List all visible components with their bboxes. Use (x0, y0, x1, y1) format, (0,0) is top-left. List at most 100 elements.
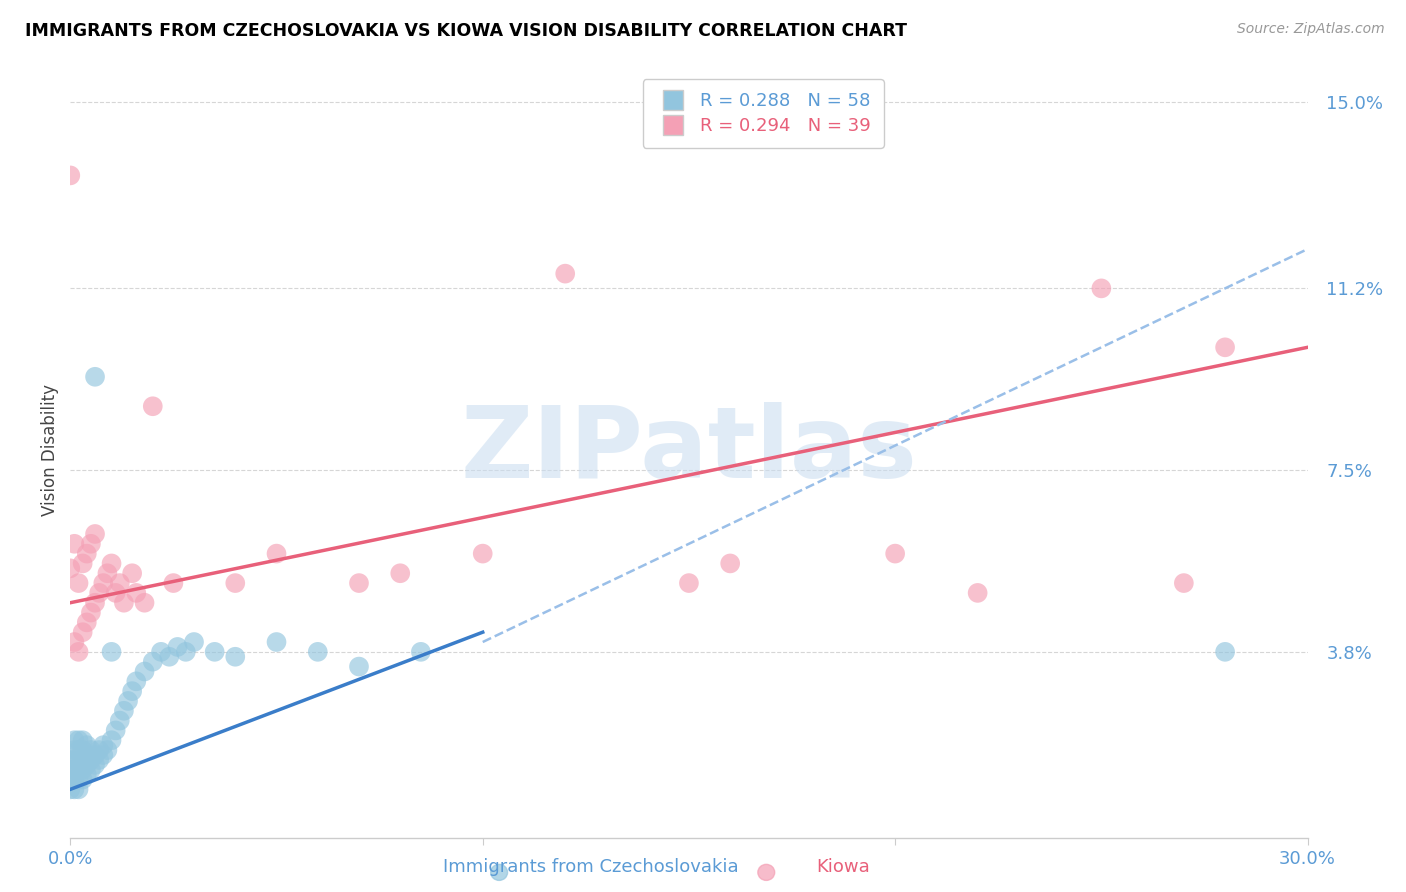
Point (72, 772, 94, 787)
Point (59, 753, 82, 767)
Point (67, 733, 90, 747)
Point (67, 753, 90, 767)
Point (80, 606, 103, 620)
Point (63, 733, 86, 747)
Point (84, 747, 107, 762)
Point (80, 763, 103, 777)
Point (63, 743, 86, 757)
Point (63, 635, 86, 649)
Text: IMMIGRANTS FROM CZECHOSLOVAKIA VS KIOWA VISION DISABILITY CORRELATION CHART: IMMIGRANTS FROM CZECHOSLOVAKIA VS KIOWA … (25, 22, 907, 40)
Point (72, 733, 94, 747)
Point (91, 576, 114, 591)
Point (63, 763, 86, 777)
Point (59, 169, 82, 183)
Point (100, 733, 122, 747)
Text: Source: ZipAtlas.com: Source: ZipAtlas.com (1237, 22, 1385, 37)
Point (89, 586, 111, 600)
Point (84, 369, 107, 384)
Point (59, 763, 82, 777)
Point (347, 576, 370, 591)
Point (409, 645, 432, 659)
Point (100, 557, 122, 571)
Point (884, 547, 907, 561)
Point (72, 763, 94, 777)
Point (104, 586, 127, 600)
Point (63, 782, 86, 797)
Point (67, 743, 90, 757)
Point (134, 665, 156, 679)
Text: ZIPatlas: ZIPatlas (461, 402, 917, 499)
Point (76, 767, 98, 781)
Point (59, 782, 82, 797)
Point (76, 757, 98, 772)
Point (89, 743, 111, 757)
Point (718, 557, 741, 571)
Point (121, 566, 143, 581)
Point (104, 723, 127, 738)
Point (76, 547, 98, 561)
Point (67, 763, 90, 777)
Point (678, 576, 700, 591)
Point (157, 649, 180, 664)
Point (1173, 576, 1195, 591)
Point (112, 596, 135, 610)
Text: Kiowa: Kiowa (817, 858, 870, 876)
Point (72, 753, 94, 767)
Point (100, 645, 122, 659)
Point (76, 747, 98, 762)
Point (224, 576, 246, 591)
Point (76, 615, 98, 630)
Point (108, 714, 131, 728)
Point (1213, 340, 1236, 354)
Point (84, 527, 107, 541)
Point (108, 576, 131, 591)
Point (63, 753, 86, 767)
Point (72, 743, 94, 757)
Point (204, 645, 226, 659)
Point (117, 694, 139, 708)
Point (183, 635, 205, 649)
Point (389, 566, 412, 581)
Point (266, 635, 288, 649)
Point (63, 772, 86, 787)
Point (112, 704, 135, 718)
Point (84, 757, 107, 772)
Point (67, 576, 90, 591)
Point (72, 625, 94, 640)
Point (91, 738, 114, 752)
Point (174, 645, 197, 659)
Point (166, 640, 188, 654)
Point (76, 738, 98, 752)
Y-axis label: Vision Disability: Vision Disability (41, 384, 59, 516)
Point (80, 537, 103, 551)
Point (142, 655, 165, 669)
Point (67, 772, 90, 787)
Point (142, 399, 165, 413)
Point (59, 561, 82, 575)
Point (91, 747, 114, 762)
Point (80, 753, 103, 767)
Point (1213, 645, 1236, 659)
Text: Immigrants from Czechoslovakia: Immigrants from Czechoslovakia (443, 858, 738, 876)
Point (67, 645, 90, 659)
Point (125, 674, 148, 689)
Point (84, 596, 107, 610)
Point (347, 659, 370, 673)
Point (554, 267, 576, 281)
Legend: R = 0.288   N = 58, R = 0.294   N = 39: R = 0.288 N = 58, R = 0.294 N = 39 (643, 79, 884, 148)
Point (266, 547, 288, 561)
Point (63, 537, 86, 551)
Point (471, 547, 494, 561)
Point (224, 649, 246, 664)
Point (307, 645, 329, 659)
Point (1090, 281, 1112, 295)
Point (121, 684, 143, 698)
Point (80, 743, 103, 757)
Point (150, 645, 173, 659)
Point (162, 576, 184, 591)
Point (966, 586, 988, 600)
Point (96, 743, 118, 757)
Point (89, 753, 111, 767)
Point (96, 566, 118, 581)
Point (134, 596, 156, 610)
